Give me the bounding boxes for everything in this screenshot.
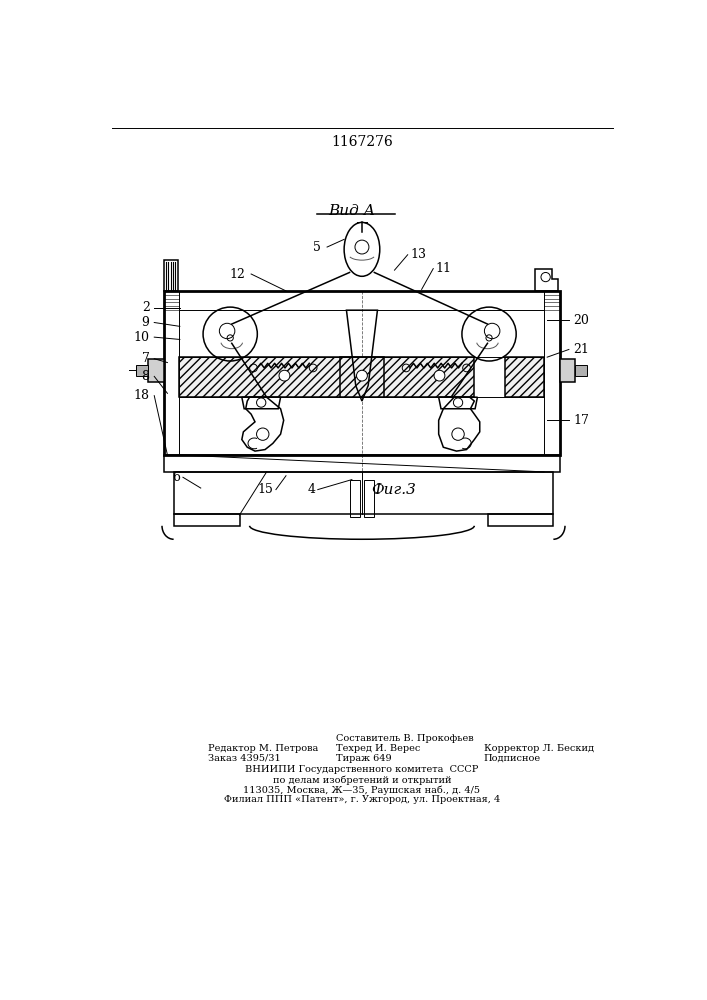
Text: 2: 2: [141, 301, 150, 314]
Bar: [174, 472, 554, 514]
Text: Филиал ППП «Патент», г. Ужгород, ул. Проектная, 4: Филиал ППП «Патент», г. Ужгород, ул. Про…: [224, 795, 500, 804]
Text: Редактор М. Петрова: Редактор М. Петрова: [209, 744, 319, 753]
Text: Заказ 4395/31: Заказ 4395/31: [209, 754, 281, 763]
Text: 8: 8: [141, 370, 150, 383]
Bar: [163, 455, 559, 472]
Text: Корректор Л. Бескид: Корректор Л. Бескид: [484, 744, 594, 753]
Bar: [559, 359, 575, 382]
Text: Тираж 649: Тираж 649: [337, 754, 392, 763]
Text: 21: 21: [573, 343, 590, 356]
Text: 113035, Москва, Ж—35, Раушская наб., д. 4/5: 113035, Москва, Ж—35, Раушская наб., д. …: [243, 785, 481, 795]
Bar: [505, 357, 544, 397]
Text: 15: 15: [257, 483, 273, 496]
Bar: [148, 359, 163, 382]
Circle shape: [257, 428, 269, 440]
Text: Вид А: Вид А: [328, 204, 375, 218]
Text: 6: 6: [172, 471, 180, 484]
Bar: [340, 357, 384, 397]
Bar: [163, 291, 559, 455]
Circle shape: [257, 398, 266, 407]
Bar: [136, 365, 148, 376]
Text: ВНИИПИ Государственного комитета  СССР: ВНИИПИ Государственного комитета СССР: [245, 765, 479, 774]
Text: 12: 12: [229, 267, 245, 280]
Bar: [179, 357, 474, 397]
Text: 5: 5: [313, 241, 321, 254]
Circle shape: [453, 398, 462, 407]
Circle shape: [356, 370, 368, 381]
Text: 11: 11: [436, 262, 452, 275]
Circle shape: [434, 370, 445, 381]
Text: 7: 7: [141, 352, 150, 365]
Text: 13: 13: [410, 248, 426, 261]
Bar: [164, 260, 178, 291]
Text: по делам изобретений и открытий: по делам изобретений и открытий: [273, 775, 451, 785]
Bar: [575, 365, 588, 376]
Text: Техред И. Верес: Техред И. Верес: [337, 744, 421, 753]
Text: Фиг.3: Фиг.3: [371, 483, 416, 497]
Text: Составитель В. Прокофьев: Составитель В. Прокофьев: [337, 734, 474, 743]
Bar: [364, 480, 373, 517]
Text: 9: 9: [141, 316, 150, 329]
Text: 20: 20: [573, 314, 590, 327]
Text: 1167276: 1167276: [331, 135, 393, 149]
Text: 18: 18: [134, 389, 150, 402]
Circle shape: [452, 428, 464, 440]
Text: 4: 4: [308, 483, 315, 496]
Text: 17: 17: [573, 414, 590, 427]
Text: Подписное: Подписное: [484, 754, 541, 763]
Bar: [351, 480, 360, 517]
Circle shape: [279, 370, 290, 381]
Text: 10: 10: [134, 331, 150, 344]
